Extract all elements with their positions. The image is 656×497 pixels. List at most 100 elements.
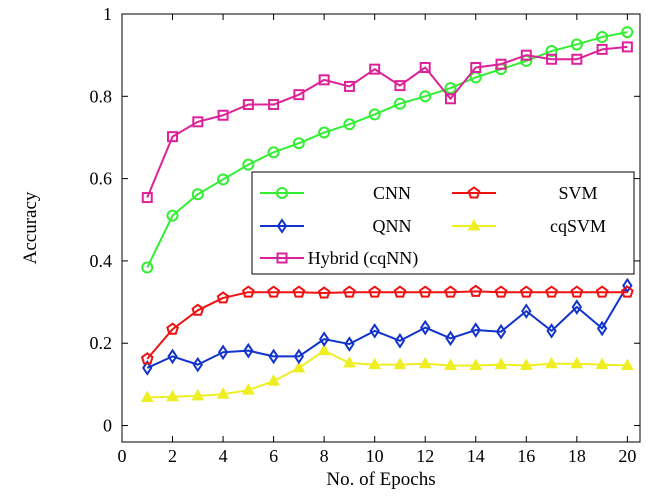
data-point (596, 320, 608, 337)
legend-label: Hybrid (cqNN) (308, 248, 418, 269)
data-point (418, 285, 432, 298)
x-tick-label: 2 (168, 446, 177, 466)
legend: CNN SVM QNN cqSVM Hybrid (cqNN) (251, 171, 635, 275)
x-tick-label: 0 (118, 446, 127, 466)
data-point (546, 323, 557, 339)
legend-label: CNN (373, 183, 411, 203)
data-point (393, 357, 407, 370)
legend-swatch-marker (467, 186, 481, 199)
legend-swatch-marker (276, 187, 288, 199)
legend-box (251, 171, 635, 275)
data-point (521, 303, 532, 319)
data-point (545, 285, 558, 298)
data-point (142, 360, 153, 376)
data-point (242, 99, 254, 111)
data-point (267, 374, 280, 386)
data-point (216, 387, 230, 399)
data-point (167, 131, 179, 143)
data-point (393, 285, 407, 298)
series-cnn (141, 26, 634, 274)
x-tick-label: 18 (568, 446, 586, 466)
x-tick-label: 20 (618, 446, 636, 466)
data-point (191, 388, 205, 401)
y-tick-label: 0.6 (90, 169, 113, 189)
legend-entry: Hybrid (cqNN) (260, 248, 418, 269)
ticks-layer (121, 13, 640, 442)
data-point (191, 303, 205, 316)
y-axis-label: Accuracy (20, 191, 41, 264)
data-point (191, 188, 204, 201)
data-point (140, 352, 154, 365)
data-point (192, 356, 204, 373)
data-point (495, 323, 507, 340)
data-point (394, 332, 406, 349)
data-point (519, 358, 533, 370)
y-tick-label: 0 (103, 416, 112, 436)
x-axis-label: No. of Epochs (326, 469, 435, 490)
series-qnn (142, 277, 633, 376)
data-point (620, 285, 634, 298)
y-tick-label: 0.4 (90, 251, 113, 271)
x-tick-label: 16 (517, 446, 535, 466)
data-point (494, 357, 508, 370)
data-point (241, 285, 255, 298)
data-point (368, 285, 382, 298)
x-tick-label: 10 (366, 446, 384, 466)
data-point (520, 49, 532, 61)
data-point (242, 158, 255, 171)
data-point (167, 348, 178, 365)
x-tick-label: 8 (320, 446, 329, 466)
data-point (217, 344, 229, 361)
data-point (343, 80, 355, 92)
data-point (621, 26, 634, 39)
data-point (166, 209, 179, 222)
data-point (444, 93, 456, 105)
data-point (393, 97, 406, 110)
legend-swatch-marker (467, 218, 481, 231)
legend-entry: CNN (260, 183, 411, 203)
data-point (343, 285, 356, 298)
data-point (545, 45, 558, 58)
series-svm (140, 284, 634, 365)
data-point (570, 38, 583, 51)
data-point (293, 89, 305, 101)
legend-entry: QNN (260, 216, 412, 236)
data-point (469, 284, 483, 297)
y-tick-label: 0.2 (90, 333, 113, 353)
data-point (595, 285, 609, 298)
data-point (494, 285, 508, 298)
legend-label: QNN (373, 216, 412, 236)
series-layer (140, 26, 634, 403)
data-point (241, 383, 255, 395)
data-point (317, 343, 331, 356)
data-point (621, 41, 633, 53)
data-point (267, 285, 281, 298)
y-tick-label: 1 (103, 4, 112, 24)
x-tick-label: 12 (416, 446, 434, 466)
data-point (571, 53, 583, 65)
data-point (545, 356, 558, 369)
data-point (444, 358, 457, 370)
data-point (570, 356, 584, 369)
data-point (166, 322, 179, 335)
data-point (141, 261, 154, 274)
data-point (470, 322, 481, 338)
data-point (217, 109, 229, 121)
data-point (368, 357, 382, 370)
data-point (344, 336, 355, 352)
data-point (570, 285, 584, 298)
data-point (268, 348, 279, 365)
legend-entry: SVM (452, 183, 598, 203)
data-point (369, 323, 380, 339)
data-point (419, 62, 431, 73)
data-point (317, 286, 331, 299)
x-tick-label: 14 (467, 446, 485, 466)
data-point (470, 62, 482, 73)
series-hybrid-cqnn (141, 41, 633, 204)
data-point (519, 285, 533, 298)
data-point (571, 299, 583, 315)
data-point (141, 192, 153, 204)
plot-frame (121, 13, 641, 443)
data-point (216, 291, 230, 304)
data-point (140, 390, 154, 403)
